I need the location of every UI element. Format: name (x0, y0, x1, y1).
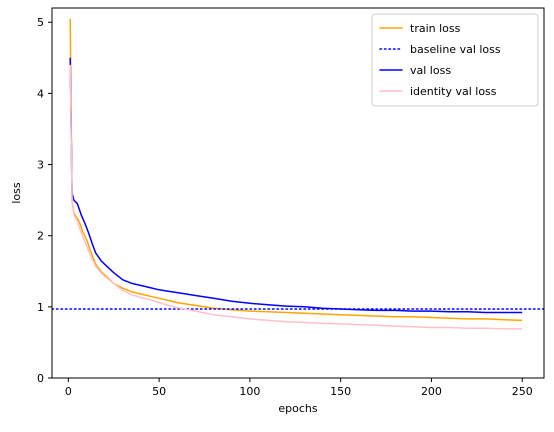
y-tick-label: 2 (37, 230, 44, 243)
x-tick-label: 0 (65, 385, 72, 398)
y-axis-ticks: 0 1 2 3 4 5 (37, 16, 52, 385)
y-tick-label: 0 (37, 372, 44, 385)
legend: train loss baseline val loss val loss ident… (371, 13, 539, 107)
y-tick-label: 4 (37, 87, 44, 100)
series-line-val-loss (69, 57, 523, 314)
plot-area (52, 18, 544, 330)
x-tick-label: 100 (239, 385, 260, 398)
x-tick-label: 150 (330, 385, 351, 398)
x-axis-label: epochs (278, 402, 317, 415)
legend-box (371, 13, 539, 107)
x-tick-label: 200 (421, 385, 442, 398)
legend-label-val-loss: val loss (410, 64, 451, 77)
y-tick-label: 1 (37, 301, 44, 314)
series-line-train-loss (69, 18, 523, 322)
legend-label-train-loss: train loss (410, 22, 461, 35)
axes-frame (51, 7, 545, 379)
y-tick-label: 3 (37, 159, 44, 172)
legend-label-baseline-val-loss: baseline val loss (410, 43, 501, 56)
x-tick-label: 50 (152, 385, 166, 398)
y-tick-label: 5 (37, 16, 44, 29)
x-axis-ticks: 0 50 100 150 200 250 (65, 378, 533, 398)
series-line-identity-val-loss (69, 64, 523, 330)
legend-label-identity-val-loss: identity val loss (410, 85, 497, 98)
x-tick-label: 250 (512, 385, 533, 398)
y-axis-label: loss (10, 182, 23, 204)
